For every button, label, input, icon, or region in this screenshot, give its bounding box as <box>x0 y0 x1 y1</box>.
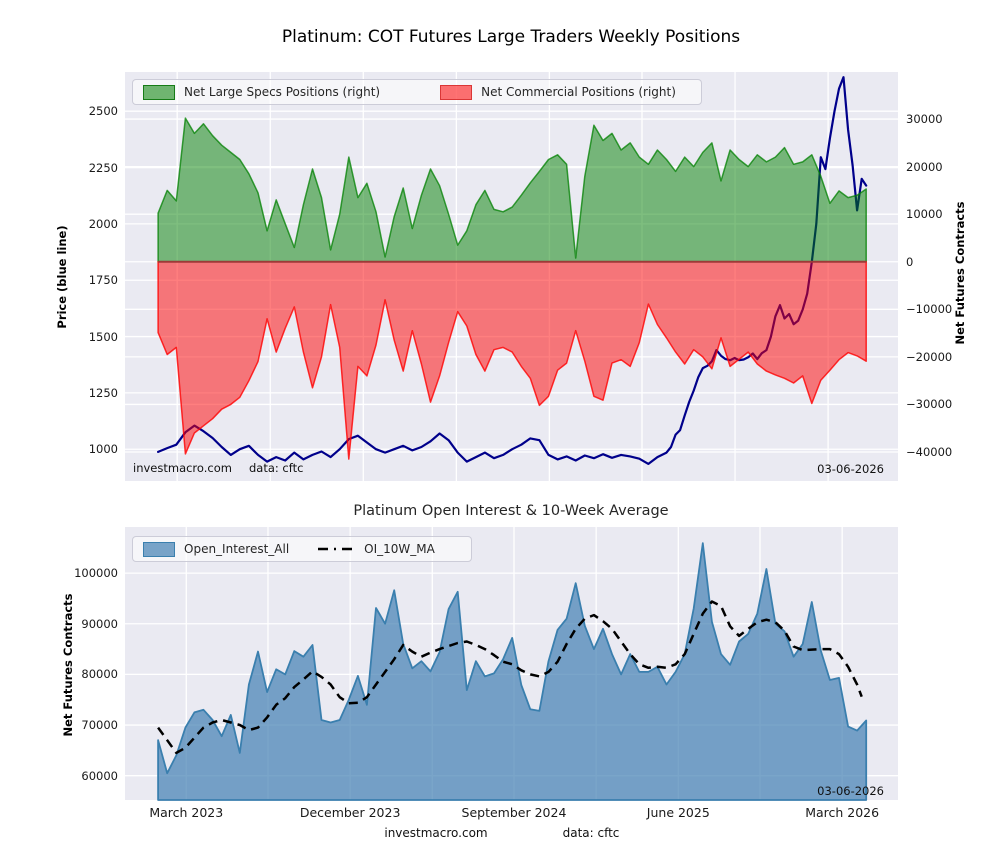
open-interest-legend-swatch <box>143 541 175 557</box>
tick-label: −10000 <box>906 302 953 317</box>
commercials-legend-label: Net Commercial Positions (right) <box>481 85 676 99</box>
tick-label: 0 <box>906 254 914 269</box>
tick-label: 100000 <box>74 566 118 581</box>
top-data-note-text: data: cftc <box>249 461 304 475</box>
tick-label: December 2023 <box>299 805 401 820</box>
bottom-date-text: 03-06-2026 <box>817 784 884 798</box>
footer-source-text: investmacro.com <box>384 826 488 840</box>
tick-label: 70000 <box>81 718 118 733</box>
bottom-chart-legend: Open_Interest_All OI_10W_MA <box>132 536 472 562</box>
footer-data-note-text: data: cftc <box>562 826 620 840</box>
tick-label: 60000 <box>81 768 118 783</box>
tick-label: 80000 <box>81 667 118 682</box>
open-interest-area <box>157 542 868 801</box>
ma-legend-label: OI_10W_MA <box>364 542 435 556</box>
tick-label: 1500 <box>88 329 118 344</box>
tick-label: 20000 <box>906 159 943 174</box>
commercials-legend-swatch <box>440 84 473 100</box>
specs-legend-swatch <box>143 84 175 100</box>
tick-label: −30000 <box>906 397 953 412</box>
tick-label: 10000 <box>906 207 943 222</box>
top-chart-title: Platinum: COT Futures Large Traders Week… <box>281 27 741 47</box>
tick-label: 1250 <box>88 385 118 400</box>
tick-label: 1000 <box>88 442 118 457</box>
tick-label: March 2023 <box>149 805 224 820</box>
tick-label: 2250 <box>88 160 118 175</box>
top-right-axis-label: Net Futures Contracts <box>953 201 967 345</box>
tick-label: 2000 <box>88 216 118 231</box>
tick-label: March 2026 <box>805 805 880 820</box>
tick-label: 90000 <box>81 616 118 631</box>
tick-label: June 2025 <box>646 805 710 820</box>
tick-label: 30000 <box>906 112 943 127</box>
oi-10w-ma-line <box>157 600 863 755</box>
tick-label: −20000 <box>906 349 953 364</box>
net-large-specs-area <box>157 117 867 263</box>
bottom-chart-title: Platinum Open Interest & 10-Week Average <box>353 503 669 519</box>
tick-label: 2500 <box>88 104 118 119</box>
top-source-text: investmacro.com <box>133 461 232 475</box>
tick-label: September 2024 <box>461 805 567 820</box>
tick-label: −40000 <box>906 444 953 459</box>
bottom-left-axis-label: Net Futures Contracts <box>61 593 75 737</box>
net-commercial-area <box>157 261 867 460</box>
open-interest-legend-label: Open_Interest_All <box>184 542 290 556</box>
tick-label: 1750 <box>88 273 118 288</box>
specs-legend-label: Net Large Specs Positions (right) <box>184 85 381 99</box>
top-date-text: 03-06-2026 <box>817 462 884 476</box>
ma-dashed-line-sample <box>318 547 355 551</box>
top-chart-legend: Net Large Specs Positions (right) Net Co… <box>132 79 702 105</box>
